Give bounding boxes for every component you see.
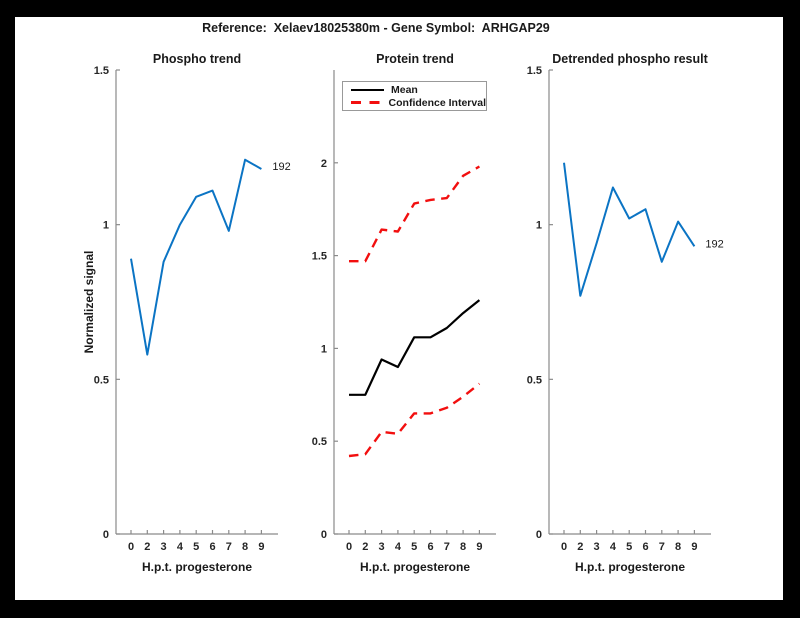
- y-tick-label: 1: [103, 220, 109, 232]
- y-axis-ticks: 0 0.5 1 1.5: [527, 65, 553, 541]
- x-tick-label: 0: [128, 541, 134, 553]
- y-tick-label: 0: [103, 529, 109, 541]
- confidence-line-sample: [351, 101, 382, 104]
- y-tick-label: 1: [321, 343, 327, 355]
- legend-label: Confidence Interval: [388, 96, 486, 109]
- y-tick-label: 1.5: [94, 65, 109, 77]
- series-lines: [130, 158, 262, 356]
- y-tick-label: 0.5: [527, 374, 542, 386]
- legend-item-confidence-interval: Confidence Interval: [351, 96, 486, 109]
- figure-title: Reference: Xelaev18025380m - Gene Symbol…: [202, 21, 550, 35]
- figure-window: Reference: Xelaev18025380m - Gene Symbol…: [15, 17, 783, 600]
- y-tick-label: 0: [536, 529, 542, 541]
- x-tick-label: 9: [476, 541, 482, 553]
- chart-canvas-detrended: 0 0.5 1 1.5 0 2 3 4 5 6 7 8 9 192: [501, 52, 747, 591]
- x-tick-label: 5: [411, 541, 417, 553]
- y-tick-label: 0.5: [94, 374, 109, 386]
- x-tick-label: 4: [395, 541, 402, 553]
- x-tick-label: 8: [460, 541, 466, 553]
- series-lines: [348, 165, 481, 458]
- subplot-protein-trend: Protein trend 0 0.5 1 1.5 2 0 2 3 4 5 6 7 8 9 Mean Co…: [286, 52, 532, 586]
- y-tick-label: 1.5: [312, 251, 327, 263]
- x-tick-label: 5: [193, 541, 199, 553]
- x-tick-label: 4: [177, 541, 184, 553]
- y-axis-ticks: 0 0.5 1 1.5 2: [312, 158, 338, 541]
- axes: [333, 70, 496, 535]
- plot-area: 00.511.520 2 3 4 5 6 7 8 9: [312, 70, 496, 553]
- chart-canvas-protein: 0 0.5 1 1.5 2 0 2 3 4 5 6 7 8 9: [286, 52, 532, 591]
- y-tick-label: 1: [536, 220, 542, 232]
- subplot-title: Detrended phospho result: [552, 52, 708, 66]
- x-tick-label: 2: [362, 541, 368, 553]
- x-tick-label: 9: [691, 541, 697, 553]
- x-tick-label: 6: [642, 541, 648, 553]
- x-tick-label: 8: [242, 541, 248, 553]
- x-tick-label: 4: [610, 541, 617, 553]
- x-axis-label: H.p.t. progesterone: [359, 560, 471, 574]
- x-tick-label: 0: [346, 541, 352, 553]
- subplot-detrended-phospho: Detrended phospho result 0 0.5 1 1.5 0 2 3 4 5 6 7…: [501, 52, 747, 586]
- subplot-title: Phospho trend: [152, 52, 242, 66]
- series-confidence-lower: [348, 382, 481, 458]
- subplot-title: Protein trend: [376, 52, 454, 66]
- y-tick-label: 0: [321, 529, 327, 541]
- y-axis-ticks: 0 0.5 1 1.5: [94, 65, 120, 541]
- x-tick-label: 7: [226, 541, 232, 553]
- endpoint-label: 192: [272, 161, 290, 173]
- mean-line-sample: [351, 88, 384, 91]
- series-detrended-phospho: [563, 162, 696, 297]
- axes: [548, 70, 711, 535]
- x-tick-label: 8: [675, 541, 681, 553]
- legend: Mean Confidence Interval: [342, 81, 487, 111]
- y-tick-label: 1.5: [527, 65, 542, 77]
- x-tick-label: 5: [626, 541, 632, 553]
- legend-label: Mean: [391, 83, 418, 96]
- x-tick-label: 2: [144, 541, 150, 553]
- x-tick-label: 3: [379, 541, 385, 553]
- series-mean: [349, 299, 481, 396]
- x-tick-label: 6: [427, 541, 433, 553]
- endpoint-label: 192: [705, 238, 723, 250]
- axes: [115, 70, 278, 535]
- x-tick-label: 7: [444, 541, 450, 553]
- x-tick-label: 3: [594, 541, 600, 553]
- series-phospho-signal: [130, 158, 262, 356]
- x-axis-label: H.p.t. progesterone: [574, 560, 686, 574]
- series-lines: [563, 162, 696, 297]
- x-axis-label: H.p.t. progesterone: [141, 560, 253, 574]
- x-tick-label: 2: [577, 541, 583, 553]
- y-tick-label: 2: [321, 158, 327, 170]
- chart-canvas-phospho: 0 0.5 1 1.5 0 2 3 4 5 6 7 8 9 192: [68, 52, 314, 591]
- x-tick-label: 6: [209, 541, 215, 553]
- x-tick-label: 7: [659, 541, 665, 553]
- x-tick-label: 3: [161, 541, 167, 553]
- x-tick-label: 9: [258, 541, 264, 553]
- x-tick-label: 0: [561, 541, 567, 553]
- y-tick-label: 0.5: [312, 436, 327, 448]
- subplot-phospho-trend: Phospho trend Normalized signal 0 0.5 1 1.5…: [68, 52, 314, 586]
- series-confidence-upper: [349, 165, 480, 263]
- legend-item-mean: Mean: [351, 83, 486, 96]
